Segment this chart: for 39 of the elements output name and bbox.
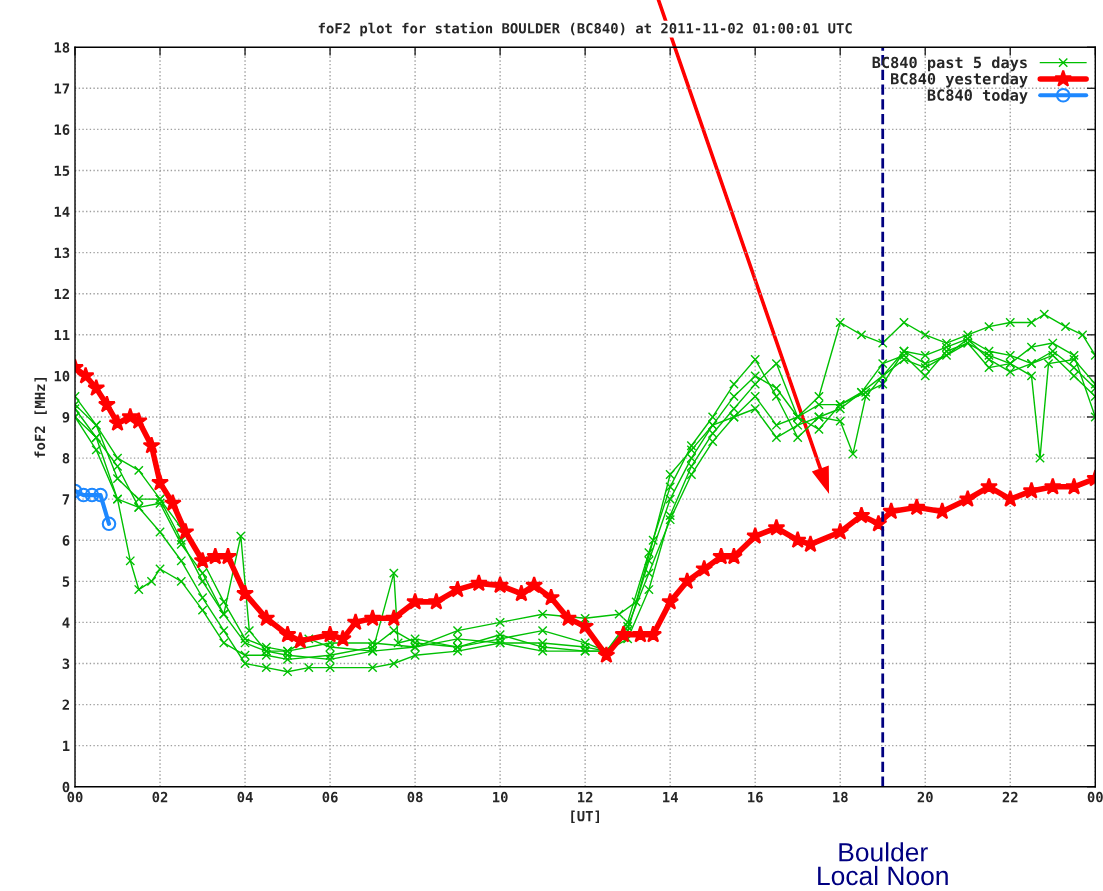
y-tick-label: 3	[62, 658, 70, 669]
ref-line-label: Boulder Local Noon	[818, 842, 948, 886]
x-tick-label: 06	[322, 791, 338, 803]
x-axis-title: [UT]	[571, 810, 599, 823]
legend-label: BC840 past 5 days	[872, 56, 1027, 72]
y-tick-label: 10	[54, 370, 70, 382]
x-tick-label: 14	[663, 792, 678, 803]
y-tick-label: 17	[54, 83, 70, 94]
x-tick-label: 18	[833, 791, 848, 803]
y-tick-label: 9	[62, 412, 70, 423]
x-tick-label: 22	[1002, 791, 1018, 803]
legend-label: BC840 today	[927, 89, 1028, 104]
chart-title: foF2 plot for station BOULDER (BC840) at 2011-11-02 01:00:01 UTC	[318, 22, 852, 37]
y-tick-label: 7	[62, 494, 70, 505]
y-tick-label: 11	[54, 329, 70, 341]
y-tick-label: 6	[62, 535, 70, 546]
x-tick-label: 02	[152, 791, 168, 803]
x-tick-label: 16	[748, 791, 763, 803]
y-tick-label: 16	[54, 124, 70, 135]
y-tick-label: 8	[62, 453, 70, 464]
y-tick-label: 0	[62, 781, 70, 793]
y-tick-label: 18	[54, 42, 70, 53]
y-tick-label: 12	[54, 288, 69, 300]
y-tick-label: 5	[62, 576, 70, 587]
y-tick-label: 13	[54, 247, 70, 259]
x-tick-label: 10	[493, 791, 508, 803]
x-tick-label: 00	[67, 791, 83, 803]
x-tick-label: 20	[917, 791, 933, 803]
y-tick-label: 15	[54, 165, 70, 176]
x-tick-label: 00	[1087, 791, 1103, 803]
x-tick-label: 12	[578, 791, 593, 803]
x-tick-label: 08	[407, 791, 423, 803]
y-tick-label: 14	[54, 206, 70, 217]
legend-label: BC840 yesterday	[891, 72, 1028, 88]
y-tick-label: 1	[63, 740, 70, 751]
y-tick-label: 2	[62, 699, 69, 710]
y-tick-label: 4	[62, 617, 70, 628]
x-tick-label: 04	[237, 791, 253, 803]
y-axis-title: foF2 [MHz]	[34, 378, 47, 458]
